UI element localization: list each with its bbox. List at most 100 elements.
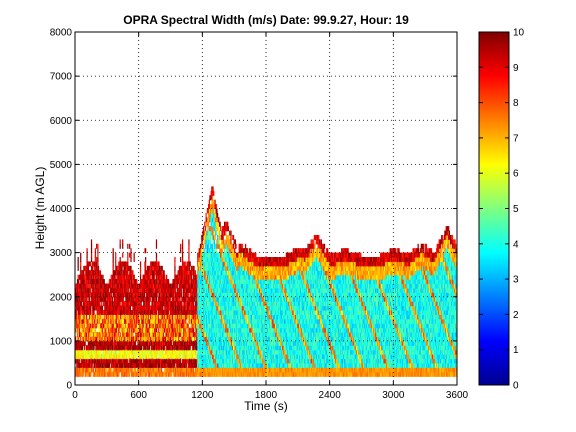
heatmap-cell [108,327,110,333]
heatmap-cell [105,314,107,320]
heatmap-cell [114,301,116,307]
heatmap-cell [129,332,131,338]
heatmap-cell [90,239,93,245]
heatmap-cell [145,309,147,315]
heatmap-cell [161,345,163,351]
heatmap-cell [113,362,115,368]
heatmap-cell [134,301,136,307]
heatmap-cell [116,336,118,342]
heatmap-cell [98,336,100,342]
heatmap-cell [79,309,81,315]
heatmap-cell [135,301,137,307]
heatmap-cell [188,305,190,311]
heatmap-cell [120,270,122,276]
heatmap-cell [187,261,189,267]
heatmap-cell [80,287,82,293]
heatmap-cell [145,354,147,360]
heatmap-cell [138,332,140,338]
heatmap-cell [117,287,119,293]
heatmap-cell [127,327,129,333]
heatmap-cell [183,261,185,267]
heatmap-cell [80,314,82,320]
heatmap-cell [88,292,90,298]
heatmap-cell [145,327,147,333]
heatmap-cell [134,367,136,373]
heatmap-cell [123,340,125,346]
heatmap-cell [152,345,154,351]
heatmap-cell [137,332,139,338]
heatmap-cell [103,279,105,285]
heatmap-cell [125,323,128,329]
heatmap-cell [96,274,98,280]
heatmap-cell [92,354,94,360]
heatmap-cell [104,371,106,377]
heatmap-cell [173,314,175,320]
heatmap-cell [94,371,96,377]
heatmap-cell [83,305,85,311]
heatmap-cell [113,279,116,285]
heatmap-cell [85,349,88,355]
heatmap-cell [179,309,181,315]
heatmap-cell [132,358,134,364]
heatmap-cell [125,261,127,267]
heatmap-cell [153,279,156,285]
heatmap-cell [148,287,150,293]
heatmap-cell [145,371,147,377]
heatmap-cell [93,354,95,360]
heatmap-cell [122,336,124,342]
heatmap-cell [109,283,111,289]
heatmap-cell [103,323,105,329]
heatmap-cell [162,305,164,311]
heatmap-cell [135,345,137,351]
heatmap-cell [134,362,136,368]
heatmap-cell [115,323,117,329]
heatmap-cell [99,336,102,342]
heatmap-cell [106,362,108,368]
heatmap-cell [139,345,142,351]
heatmap-cell [120,371,123,377]
heatmap-cell [84,327,86,333]
heatmap-cell [139,358,141,364]
heatmap-cell [143,362,145,368]
heatmap-cell [102,336,104,342]
heatmap-cell [164,292,166,298]
heatmap-cell [82,349,84,355]
heatmap-cell [120,367,122,373]
heatmap-cell [119,309,121,315]
heatmap-cell [93,292,95,298]
heatmap-cell [75,340,77,346]
heatmap-cell [152,340,154,346]
heatmap-cell [111,314,114,320]
heatmap-cell [105,345,107,351]
heatmap-cell [128,332,130,338]
heatmap-cell [126,349,128,355]
heatmap-cell [139,318,141,324]
heatmap-cell [193,345,195,351]
heatmap-cell [112,318,114,324]
heatmap-cell [164,301,166,307]
heatmap-cell [115,265,117,271]
heatmap-cell [143,358,145,364]
heatmap-cell [129,314,131,320]
heatmap-cell [100,367,102,373]
heatmap-cell [85,305,88,311]
heatmap-cell [82,270,84,276]
heatmap-cell [95,270,97,276]
heatmap-cell [213,208,215,214]
heatmap-cell [76,367,78,373]
heatmap-cell [108,362,110,368]
heatmap-cell [151,314,153,320]
heatmap-cell [174,345,176,351]
heatmap-cell [107,292,109,298]
heatmap-cell [93,305,95,311]
heatmap-cell [150,340,152,346]
heatmap-cell [137,371,139,377]
heatmap-cell [83,265,86,271]
heatmap-cell [78,323,81,329]
heatmap-cell [83,279,85,285]
heatmap-cell [92,349,95,355]
heatmap-cell [78,323,80,329]
heatmap-cell [137,301,139,307]
heatmap-cell [96,287,98,293]
heatmap-cell [139,358,142,364]
